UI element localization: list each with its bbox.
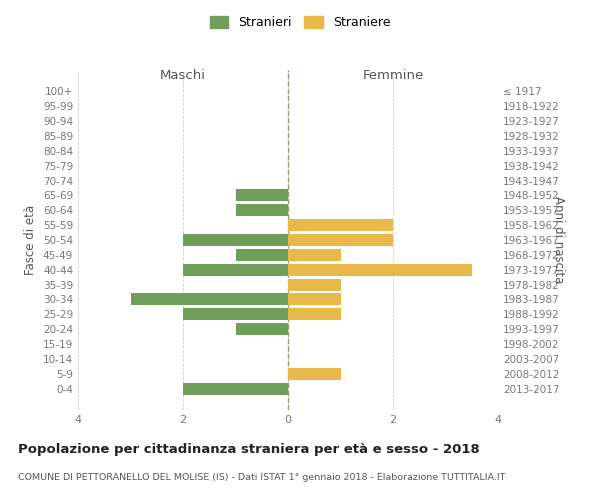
Y-axis label: Anni di nascita: Anni di nascita	[552, 196, 565, 284]
Text: Maschi: Maschi	[160, 70, 206, 82]
Bar	[288, 219, 393, 231]
Bar	[288, 278, 341, 290]
Text: Femmine: Femmine	[362, 70, 424, 82]
Bar	[183, 382, 288, 394]
Bar	[235, 249, 288, 261]
Text: COMUNE DI PETTORANELLO DEL MOLISE (IS) - Dati ISTAT 1° gennaio 2018 - Elaborazio: COMUNE DI PETTORANELLO DEL MOLISE (IS) -…	[18, 472, 505, 482]
Bar	[183, 308, 288, 320]
Bar	[288, 294, 341, 306]
Bar	[235, 323, 288, 335]
Legend: Stranieri, Straniere: Stranieri, Straniere	[205, 11, 395, 34]
Bar	[183, 264, 288, 276]
Bar	[235, 190, 288, 202]
Bar	[235, 204, 288, 216]
Bar	[288, 308, 341, 320]
Y-axis label: Fasce di età: Fasce di età	[25, 205, 37, 275]
Bar	[288, 234, 393, 246]
Bar	[130, 294, 288, 306]
Bar	[288, 249, 341, 261]
Bar	[288, 264, 472, 276]
Bar	[288, 368, 341, 380]
Bar	[183, 234, 288, 246]
Text: Popolazione per cittadinanza straniera per età e sesso - 2018: Popolazione per cittadinanza straniera p…	[18, 442, 480, 456]
